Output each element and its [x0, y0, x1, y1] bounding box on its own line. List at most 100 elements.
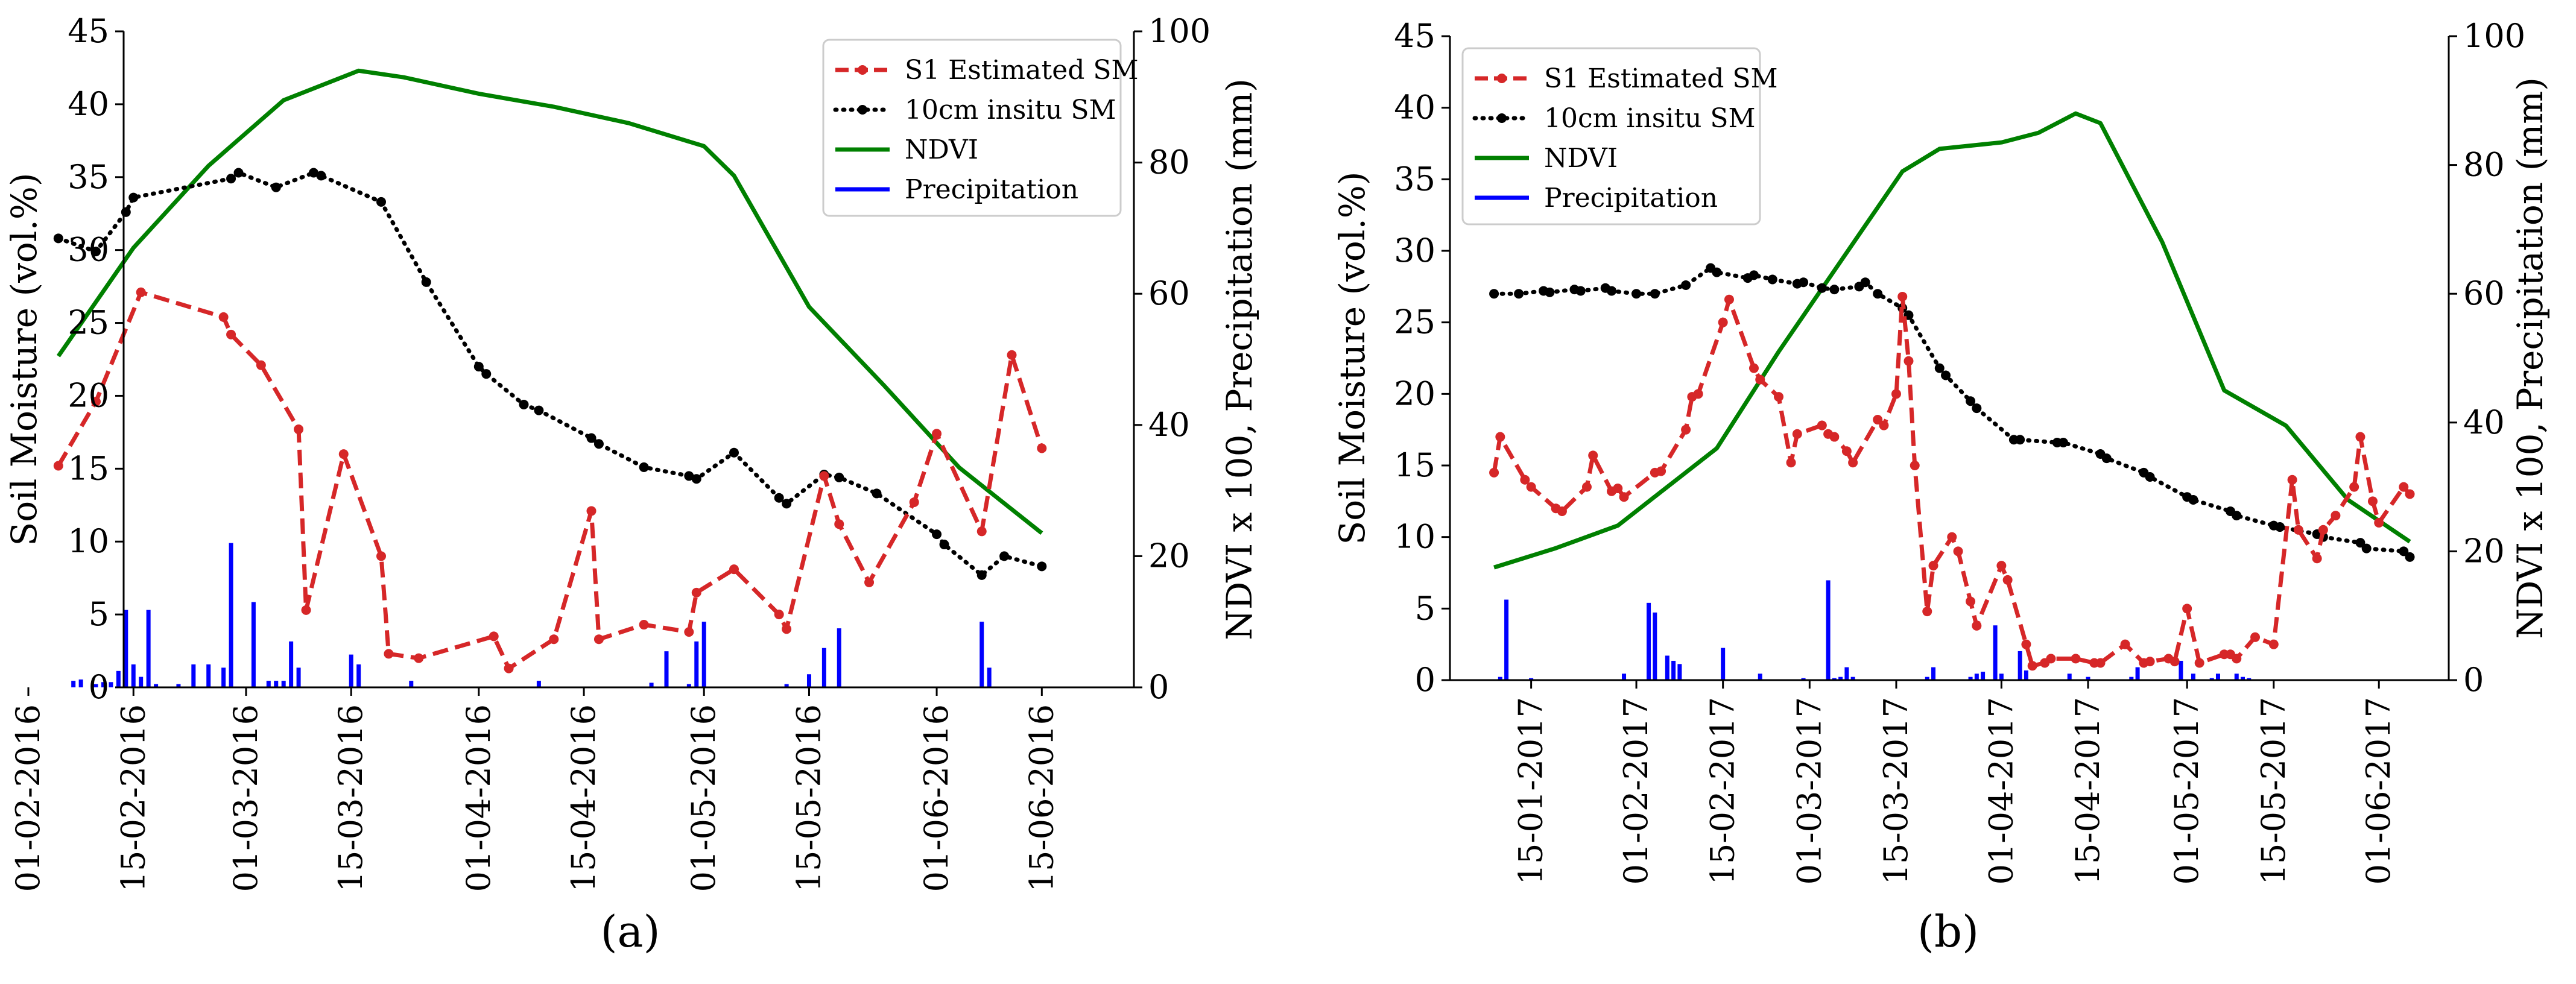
- insitu-point-b-27: [1966, 396, 1976, 406]
- s1-point-b-53: [2169, 657, 2180, 667]
- xtick-label-a-2: 01-03-2016: [227, 704, 265, 892]
- s1-point-b-33: [1910, 461, 1920, 470]
- s1-point-b-29: [1879, 420, 1889, 430]
- xtick-label-b-8: 15-05-2017: [2255, 697, 2293, 885]
- s1-point-a-7: [301, 605, 311, 615]
- s1-point-b-58: [2232, 654, 2242, 664]
- precip-bar-b-33: [2215, 673, 2220, 680]
- precip-bar-b-25: [2024, 670, 2028, 680]
- s1-point-b-21: [1786, 458, 1796, 468]
- s1-point-b-35: [1928, 561, 1938, 571]
- precip-bar-b-34: [2234, 673, 2239, 680]
- legend-label-s1-b: S1 Estimated SM: [1544, 63, 1778, 94]
- s1-point-a-22: [782, 624, 792, 634]
- ytick-right-label-b-3: 60: [2463, 274, 2505, 312]
- insitu-point-b-22: [1873, 289, 1883, 299]
- insitu-point-b-17: [1799, 277, 1809, 288]
- insitu-point-b-3: [1545, 287, 1555, 297]
- precip-bar-a-20: [289, 641, 294, 687]
- s1-point-b-23: [1817, 420, 1827, 430]
- s1-point-b-51: [2145, 657, 2155, 667]
- precip-bar-b-13: [1832, 678, 1837, 680]
- ytick-left-label-b-7: 35: [1394, 160, 1435, 198]
- xtick-label-a-1: 15-02-2016: [114, 704, 152, 892]
- precip-bar-a-23: [356, 664, 361, 687]
- precip-bar-a-28: [686, 684, 691, 687]
- caption-a: (a): [600, 906, 660, 957]
- precip-bar-a-19: [281, 681, 286, 687]
- insitu-point-b-40: [2232, 511, 2242, 521]
- s1-point-b-39: [1972, 620, 1982, 631]
- ndvi-line-b: [1493, 111, 2411, 570]
- xtick-label-b-9: 01-06-2017: [2359, 697, 2397, 885]
- precip-bar-a-24: [409, 681, 414, 687]
- insitu-point-b-0: [1489, 289, 1499, 299]
- legend-marker-s1-a: [858, 65, 867, 75]
- s1-point-b-49: [2120, 639, 2130, 649]
- precip-bar-b-27: [2086, 676, 2090, 680]
- xtick-label-b-7: 01-05-2017: [2168, 697, 2206, 885]
- s1-point-b-7: [1588, 450, 1598, 461]
- precip-bar-a-15: [229, 543, 233, 687]
- insitu-point-b-19: [1829, 285, 1840, 295]
- insitu-point-a-15: [586, 433, 597, 443]
- s1-point-a-19: [691, 587, 701, 598]
- insitu-point-b-10: [1681, 280, 1691, 290]
- insitu-point-b-45: [2355, 538, 2366, 548]
- s1-point-b-48: [2095, 658, 2106, 668]
- xtick-label-a-3: 15-03-2016: [332, 704, 370, 892]
- insitu-point-b-38: [2188, 494, 2198, 505]
- s1-point-b-64: [2318, 525, 2328, 535]
- s1-point-a-1: [91, 397, 101, 407]
- s1-point-b-20: [1774, 392, 1784, 402]
- precip-bar-a-5: [116, 670, 121, 687]
- s1-point-b-10: [1619, 492, 1629, 502]
- insitu-point-a-6: [271, 182, 281, 192]
- insitu-point-b-46: [2361, 543, 2372, 554]
- s1-point-a-12: [489, 631, 499, 642]
- precip-bar-b-26: [2067, 673, 2072, 680]
- s1-point-b-32: [1904, 356, 1914, 366]
- s1-point-b-34: [1922, 607, 1932, 617]
- s1-point-b-12: [1656, 466, 1666, 476]
- insitu-point-b-34: [2101, 453, 2112, 464]
- precip-bar-a-26: [649, 683, 654, 687]
- legend-label-insitu-b: 10cm insitu SM: [1544, 103, 1756, 134]
- precip-bar-b-7: [1671, 660, 1676, 680]
- insitu-point-b-42: [2275, 522, 2285, 532]
- precip-bar-a-2: [93, 684, 98, 687]
- legend-box-b: [1461, 47, 1761, 226]
- precip-bar-b-18: [1931, 667, 1936, 680]
- s1-point-b-42: [2021, 639, 2031, 649]
- ytick-right-label-b-0: 0: [2463, 661, 2484, 699]
- s1-point-b-37: [1953, 546, 1963, 557]
- insitu-point-a-3: [128, 192, 139, 203]
- insitu-point-a-21: [774, 493, 784, 503]
- s1-point-a-10: [384, 649, 394, 659]
- s1-point-a-24: [834, 519, 844, 529]
- precip-bar-a-9: [146, 610, 151, 687]
- xtick-label-b-3: 01-03-2017: [1790, 697, 1828, 885]
- xtick-label-b-2: 15-02-2017: [1704, 697, 1742, 885]
- s1-point-b-55: [2194, 658, 2204, 668]
- insitu-point-b-1: [1514, 289, 1524, 299]
- s1-point-b-26: [1841, 446, 1852, 456]
- precip-bar-b-3: [1622, 673, 1627, 680]
- s1-point-a-0: [53, 461, 63, 471]
- precip-bar-a-34: [837, 628, 841, 687]
- precip-bar-b-31: [2191, 673, 2195, 680]
- s1-point-a-15: [586, 506, 597, 516]
- precip-bar-a-35: [979, 622, 984, 687]
- s1-point-b-69: [2374, 517, 2384, 528]
- s1-point-b-54: [2182, 604, 2192, 614]
- ylabel-right-a: NDVI x 100, Precipitation (mm): [1219, 78, 1260, 640]
- ytick-left-label-b-2: 10: [1394, 518, 1435, 556]
- ytick-right-label-a-1: 20: [1148, 537, 1190, 575]
- precip-bar-b-15: [1844, 667, 1849, 680]
- legend-marker-s1-b: [1497, 74, 1507, 83]
- precip-bar-b-17: [1925, 676, 1929, 680]
- s1-point-a-25: [864, 577, 875, 587]
- ylabel-right-b: NDVI x 100, Precipitation (mm): [2510, 77, 2551, 639]
- precip-bar-a-22: [349, 654, 353, 687]
- precip-bar-a-25: [536, 681, 541, 687]
